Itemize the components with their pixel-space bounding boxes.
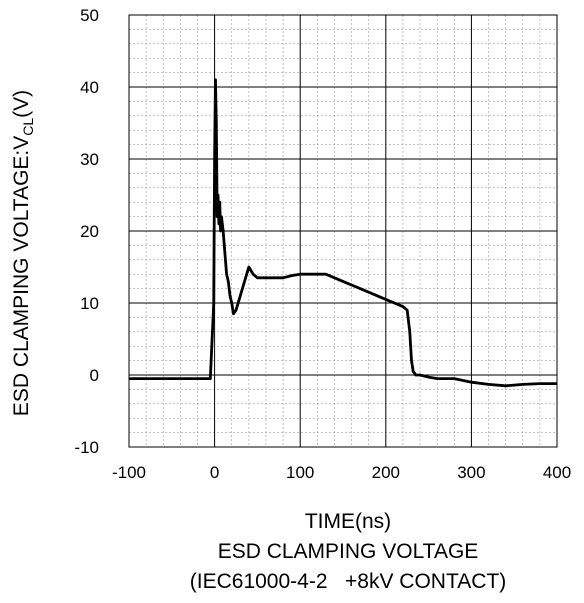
x-tick-label: 100 [286,463,314,482]
x-tick-label: 200 [372,463,400,482]
y-axis-label-suffix: (V) [10,90,33,118]
y-tick-label: 20 [80,222,99,241]
x-tick-label: -100 [112,463,146,482]
y-tick-label: 0 [90,366,99,385]
y-tick-label: 50 [80,6,99,25]
series-layer [129,78,557,388]
y-axis-label-main: ESD CLAMPING VOLTAGE:V [10,136,33,416]
plot-frame [128,14,558,448]
chart-caption-line-2: (IEC61000-4-2 +8kV CONTACT) [189,570,507,593]
x-tick-label: 0 [210,463,219,482]
y-tick-label: 10 [80,294,99,313]
y-axis-label-subscript: CL [20,118,36,136]
chart-caption-line-1: ESD CLAMPING VOLTAGE [217,540,479,563]
y-tick-labels: -10 0 10 20 30 40 50 [74,6,99,457]
x-axis-label: TIME(ns) [304,510,392,533]
x-tick-labels: -100 0 100 200 300 400 [112,463,571,482]
x-tick-label: 300 [457,463,485,482]
y-tick-label: -10 [74,438,99,457]
y-tick-label: 40 [80,78,99,97]
y-tick-label: 30 [80,150,99,169]
major-grid [128,14,558,448]
series-line-1 [129,78,557,388]
y-axis-label: ESD CLAMPING VOLTAGE:VCL(V) [10,90,36,416]
x-tick-label: 400 [543,463,571,482]
